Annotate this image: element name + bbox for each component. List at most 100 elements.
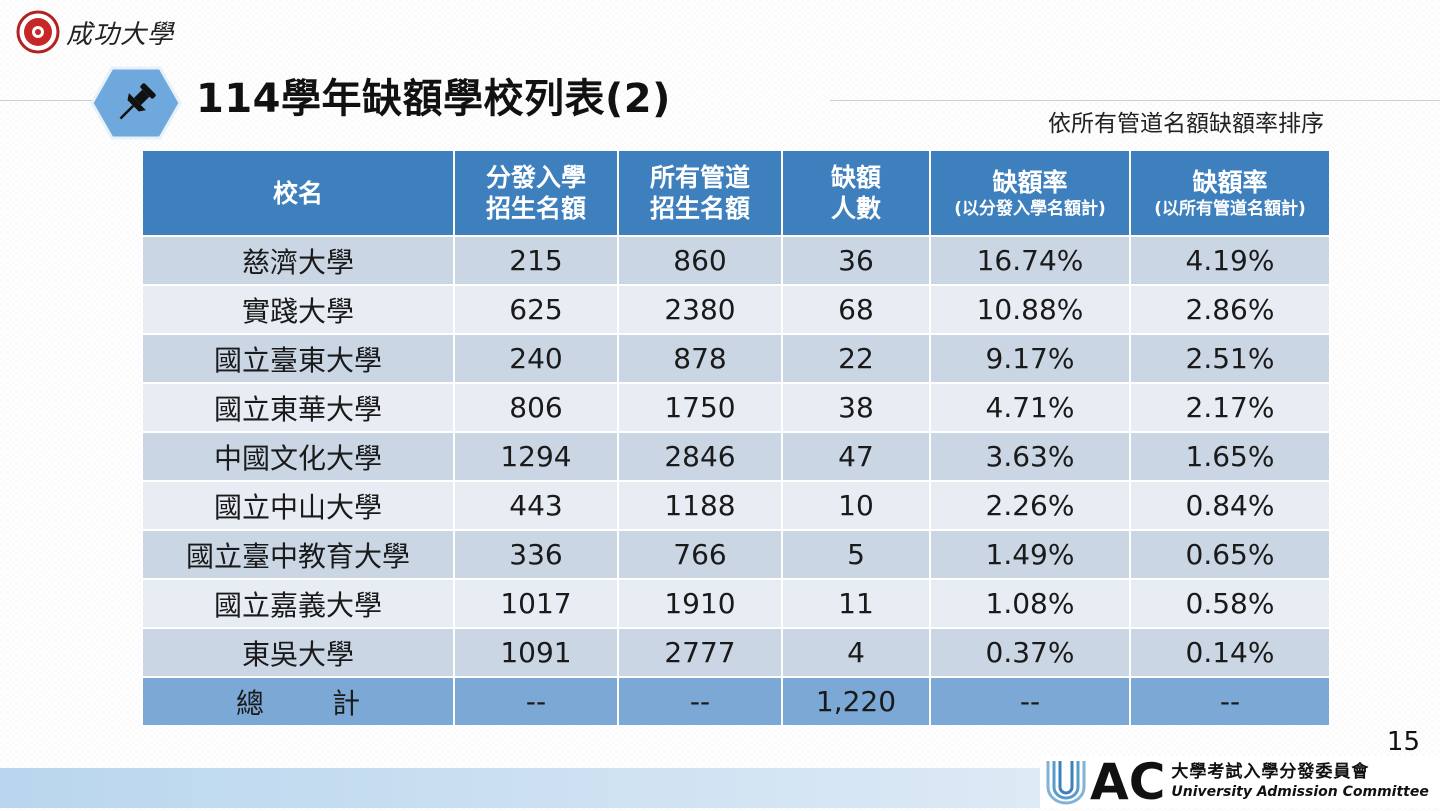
title-divider-left	[0, 100, 100, 101]
cell-school: 國立中山大學	[141, 480, 455, 531]
cell-rate-assign: 3.63%	[929, 431, 1131, 482]
header-line2: 人數	[830, 194, 881, 223]
cell-vacancy: 36	[781, 235, 931, 286]
cell-all-quota: 2777	[617, 627, 783, 678]
table-row: 慈濟大學 215 860 36 16.74% 4.19%	[141, 235, 1331, 286]
cell-rate-all: 2.51%	[1129, 333, 1331, 384]
table-row: 中國文化大學 1294 2846 47 3.63% 1.65%	[141, 431, 1331, 482]
cell-rate-all: 0.14%	[1129, 627, 1331, 678]
cell-rate-assign: 9.17%	[929, 333, 1131, 384]
header-line1: 缺額率	[992, 167, 1068, 197]
table-row: 實踐大學 625 2380 68 10.88% 2.86%	[141, 284, 1331, 335]
header-all-channel-quota: 所有管道 招生名額	[617, 149, 783, 237]
logo-text: 成功大學	[66, 19, 175, 50]
cell-rate-all: 4.19%	[1129, 235, 1331, 286]
header-assign-quota: 分發入學 招生名額	[453, 149, 619, 237]
cell-assign-quota: 336	[453, 529, 619, 580]
cell-assign-quota: 625	[453, 284, 619, 335]
cell-vacancy: 68	[781, 284, 931, 335]
pushpin-badge	[90, 66, 182, 140]
cell-vacancy: 22	[781, 333, 931, 384]
table-body: 慈濟大學 215 860 36 16.74% 4.19% 實踐大學 625 23…	[141, 235, 1331, 727]
cell-school: 國立臺東大學	[141, 333, 455, 384]
pushpin-icon	[119, 83, 156, 120]
total-assign-quota: --	[453, 676, 619, 727]
seal-icon	[16, 10, 60, 54]
cell-rate-all: 0.65%	[1129, 529, 1331, 580]
table-row: 國立臺東大學 240 878 22 9.17% 2.51%	[141, 333, 1331, 384]
cell-vacancy: 10	[781, 480, 931, 531]
cell-all-quota: 860	[617, 235, 783, 286]
vacancy-table: 校名 分發入學 招生名額 所有管道 招生名額 缺額 人數 缺額率 (以分發入學名額計) …	[141, 149, 1331, 727]
cell-school: 國立東華大學	[141, 382, 455, 433]
university-logo: 成功大學	[16, 10, 174, 54]
page-number: 15	[1386, 727, 1420, 757]
cell-vacancy: 47	[781, 431, 931, 482]
header-vacancy-count: 缺額 人數	[781, 149, 931, 237]
header-line2: 招生名額	[485, 194, 586, 223]
header-line2: 招生名額	[649, 194, 750, 223]
header-line1: 分發入學	[485, 163, 586, 192]
cell-school: 中國文化大學	[141, 431, 455, 482]
header-line1: 缺額	[830, 163, 881, 192]
header-line1: 缺額率	[1192, 167, 1268, 197]
header-vacancy-rate-all: 缺額率 (以所有管道名額計)	[1129, 149, 1331, 237]
cell-all-quota: 2846	[617, 431, 783, 482]
uac-logo: AC 大學考試入學分發委員會 University Admission Comm…	[1040, 756, 1439, 808]
cell-rate-assign: 0.37%	[929, 627, 1131, 678]
cell-all-quota: 2380	[617, 284, 783, 335]
cell-all-quota: 1750	[617, 382, 783, 433]
cell-rate-all: 2.86%	[1129, 284, 1331, 335]
table-header-row: 校名 分發入學 招生名額 所有管道 招生名額 缺額 人數 缺額率 (以分發入學名額計) …	[141, 149, 1331, 237]
cell-vacancy: 4	[781, 627, 931, 678]
cell-rate-assign: 4.71%	[929, 382, 1131, 433]
uac-logo-icon	[1046, 761, 1086, 805]
org-name-en: University Admission Committee	[1171, 784, 1429, 800]
page-title: 114學年缺額學校列表(2)	[196, 76, 671, 122]
cell-school: 東吳大學	[141, 627, 455, 678]
sort-note: 依所有管道名額缺額率排序	[1048, 111, 1324, 137]
cell-rate-all: 0.58%	[1129, 578, 1331, 629]
header-line2: (以分發入學名額計)	[954, 198, 1106, 219]
table-row: 國立中山大學 443 1188 10 2.26% 0.84%	[141, 480, 1331, 531]
cell-vacancy: 11	[781, 578, 931, 629]
header-school-name: 校名	[141, 149, 455, 237]
org-name-cn: 大學考試入學分發委員會	[1171, 762, 1370, 782]
cell-assign-quota: 1294	[453, 431, 619, 482]
table-row: 國立東華大學 806 1750 38 4.71% 2.17%	[141, 382, 1331, 433]
total-label: 總計	[141, 676, 455, 727]
cell-all-quota: 878	[617, 333, 783, 384]
cell-rate-assign: 1.49%	[929, 529, 1131, 580]
cell-assign-quota: 443	[453, 480, 619, 531]
cell-rate-all: 2.17%	[1129, 382, 1331, 433]
cell-rate-assign: 1.08%	[929, 578, 1131, 629]
table-row: 東吳大學 1091 2777 4 0.37% 0.14%	[141, 627, 1331, 678]
table-row: 國立嘉義大學 1017 1910 11 1.08% 0.58%	[141, 578, 1331, 629]
cell-rate-all: 1.65%	[1129, 431, 1331, 482]
header-vacancy-rate-assign: 缺額率 (以分發入學名額計)	[929, 149, 1131, 237]
total-label-left: 總	[235, 686, 264, 720]
total-label-right: 計	[332, 686, 361, 720]
cell-school: 慈濟大學	[141, 235, 455, 286]
cell-assign-quota: 240	[453, 333, 619, 384]
cell-vacancy: 5	[781, 529, 931, 580]
cell-vacancy: 38	[781, 382, 931, 433]
total-rate-assign: --	[929, 676, 1131, 727]
cell-rate-all: 0.84%	[1129, 480, 1331, 531]
cell-assign-quota: 215	[453, 235, 619, 286]
header-line1: 校名	[272, 178, 323, 208]
cell-all-quota: 766	[617, 529, 783, 580]
cell-school: 國立臺中教育大學	[141, 529, 455, 580]
uac-letters-text: AC	[1090, 753, 1166, 811]
cell-rate-assign: 2.26%	[929, 480, 1131, 531]
header-line2: (以所有管道名額計)	[1154, 198, 1306, 219]
cell-rate-assign: 10.88%	[929, 284, 1131, 335]
cell-all-quota: 1188	[617, 480, 783, 531]
total-row: 總計 -- -- 1,220 -- --	[141, 676, 1331, 727]
cell-assign-quota: 1091	[453, 627, 619, 678]
uac-text: 大學考試入學分發委員會 University Admission Committ…	[1171, 762, 1428, 802]
total-all-quota: --	[617, 676, 783, 727]
table-row: 國立臺中教育大學 336 766 5 1.49% 0.65%	[141, 529, 1331, 580]
uac-letters: AC	[1044, 753, 1166, 811]
cell-rate-assign: 16.74%	[929, 235, 1131, 286]
